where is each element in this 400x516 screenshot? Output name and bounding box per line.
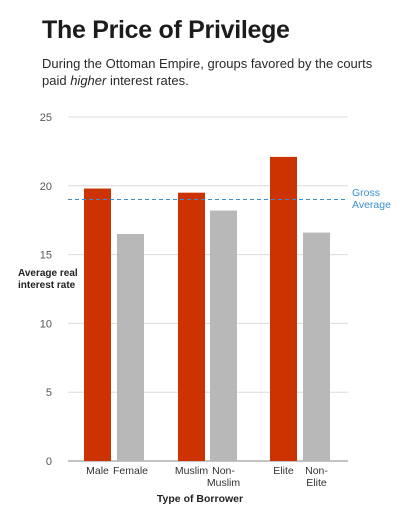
x-axis-label: Type of Borrower [156,493,244,505]
chart-title: The Price of Privilege [42,16,290,44]
y-tick-label: 5 [46,387,52,399]
subtitle-text-start: During the Ottoman Empire, groups favore… [42,56,373,88]
bar [270,156,297,462]
x-tick-label: Elite [306,477,327,489]
x-tick-label: Muslim [175,465,209,477]
subtitle-emphasis: higher [70,73,107,88]
bar [178,192,205,461]
chart-subtitle: During the Ottoman Empire, groups favore… [42,55,387,89]
subtitle-text-end: interest rates. [106,73,189,88]
y-tick-label: 20 [40,181,52,193]
bar [303,232,330,461]
x-tick-label: Non- [305,465,328,477]
x-tick-label: Non- [212,465,235,477]
bar [117,233,144,461]
gross-average-label: Average [352,199,391,211]
y-tick-label: 15 [40,250,52,262]
bar [84,188,111,461]
y-tick-label: 10 [40,318,52,330]
y-tick-label: 25 [40,112,52,124]
x-tick-label: Male [86,465,109,477]
x-tick-label: Elite [273,465,294,477]
gross-average-label: Gross [352,187,380,199]
y-axis-label: Average real interest rate [18,268,78,291]
y-tick-label: 0 [46,456,52,468]
x-tick-label: Muslim [207,477,241,489]
bar [210,210,237,461]
x-tick-label: Female [113,465,148,477]
